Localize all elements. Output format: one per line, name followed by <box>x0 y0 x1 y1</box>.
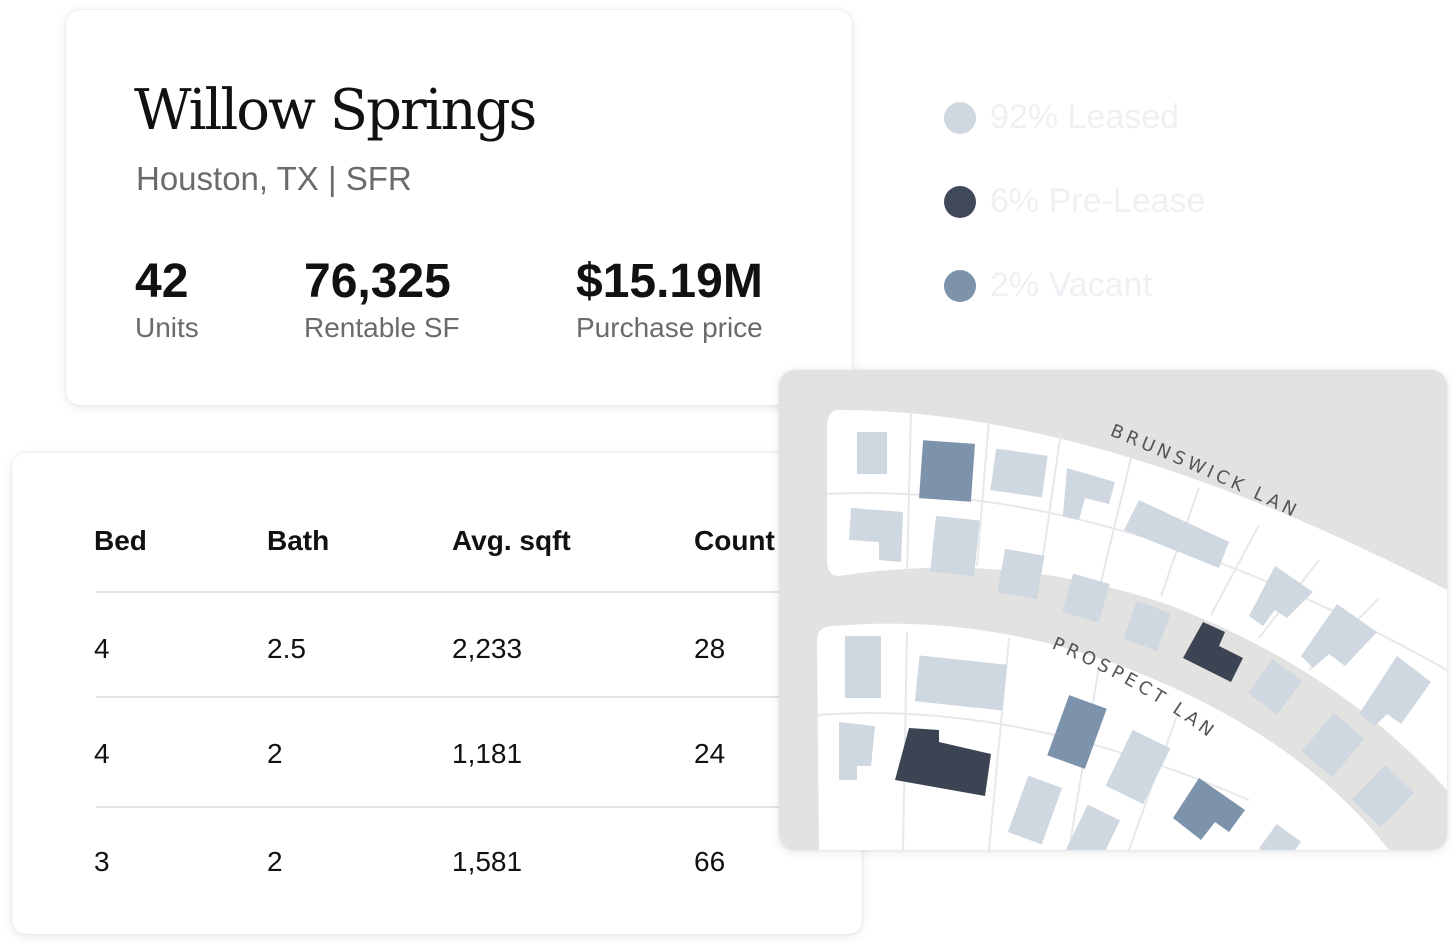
house-leased <box>1249 566 1313 626</box>
house-leased <box>930 515 980 577</box>
column-header-count: Count <box>694 525 775 556</box>
stat-units: 42 Units <box>135 256 199 344</box>
house-vacant <box>1047 695 1107 769</box>
house-leased <box>845 636 881 698</box>
house-leased <box>1301 712 1365 778</box>
column-header-bath: Bath <box>267 525 330 556</box>
house-leased <box>1063 468 1115 520</box>
cell-bath: 2.5 <box>267 633 306 664</box>
legend-label: 6% Pre-Lease <box>990 182 1206 220</box>
house-lots-lower <box>839 636 1301 850</box>
cell-avg-sqft: 2,233 <box>452 633 523 664</box>
house-leased <box>1259 824 1301 850</box>
house-vacant <box>1173 778 1245 840</box>
legend-label: 92% Leased <box>990 98 1180 136</box>
house-leased <box>1301 604 1377 668</box>
pre-lease-dot-icon <box>944 186 976 218</box>
stat-units-label: Units <box>135 312 199 343</box>
cell-bath: 2 <box>267 846 283 877</box>
property-summary-card: Willow Springs Houston, TX | SFR 42 Unit… <box>66 10 852 405</box>
house-leased <box>1359 656 1431 726</box>
property-subtitle: Houston, TX | SFR <box>136 160 412 197</box>
house-leased <box>990 448 1048 498</box>
stat-purchase-price-label: Purchase price <box>576 312 763 343</box>
cell-bed: 3 <box>94 846 110 877</box>
cell-count: 28 <box>694 633 726 664</box>
cell-bed: 4 <box>94 738 110 769</box>
cell-bath: 2 <box>267 738 283 769</box>
legend-label: 2% Vacant <box>990 266 1152 304</box>
house-leased <box>997 548 1045 600</box>
stat-units-value: 42 <box>135 255 189 308</box>
cell-bed: 4 <box>94 633 110 664</box>
house-pre-lease <box>895 728 991 796</box>
unit-mix-table: Bed Bath Avg. sqft Count 4 2.5 2,233 28 … <box>12 453 862 934</box>
house-leased <box>1065 804 1121 850</box>
house-leased <box>1124 500 1229 568</box>
house-leased <box>1351 764 1415 828</box>
occupancy-legend: 92% Leased 6% Pre-Lease 2% Vacant <box>944 96 1424 316</box>
house-pre-lease <box>1183 622 1243 682</box>
house-leased <box>1248 659 1302 715</box>
row-divider <box>96 806 796 808</box>
house-leased <box>914 655 1008 711</box>
cell-avg-sqft: 1,581 <box>452 846 523 877</box>
house-leased <box>1123 601 1171 651</box>
site-map-graphic: BRUNSWICK LANE PROSPECT LANE <box>779 370 1447 850</box>
column-header-avg-sqft: Avg. sqft <box>452 525 571 556</box>
house-vacant <box>919 440 975 502</box>
house-lots-upper <box>849 432 1431 828</box>
vacant-dot-icon <box>944 270 976 302</box>
cell-count: 24 <box>694 738 726 769</box>
cell-avg-sqft: 1,181 <box>452 738 523 769</box>
stat-purchase-price: $15.19M Purchase price <box>576 256 763 344</box>
stat-purchase-price-value: $15.19M <box>576 255 763 308</box>
house-leased <box>857 432 887 474</box>
row-divider <box>96 591 796 593</box>
house-leased <box>849 508 903 562</box>
stat-rentable-sf-value: 76,325 <box>304 255 451 308</box>
cell-count: 66 <box>694 846 726 877</box>
house-leased <box>1105 729 1171 805</box>
house-leased <box>839 722 875 780</box>
row-divider <box>96 696 796 698</box>
leased-dot-icon <box>944 102 976 134</box>
column-header-bed: Bed <box>94 525 147 556</box>
stat-rentable-sf-label: Rentable SF <box>304 312 460 343</box>
property-title: Willow Springs <box>134 78 537 143</box>
site-map: BRUNSWICK LANE PROSPECT LANE <box>779 370 1447 850</box>
house-leased <box>1007 775 1063 845</box>
house-leased <box>1062 573 1110 623</box>
stat-rentable-sf: 76,325 Rentable SF <box>304 256 460 344</box>
